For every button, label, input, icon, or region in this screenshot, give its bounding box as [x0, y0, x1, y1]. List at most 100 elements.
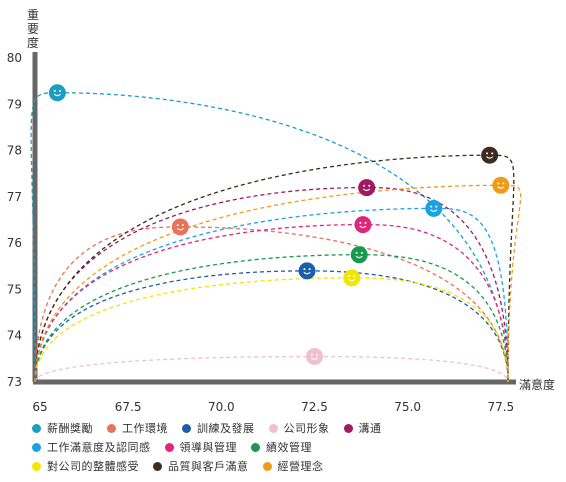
smiley-mouth-icon	[310, 357, 319, 360]
smiley-mouth-icon	[363, 188, 371, 192]
y-tick-label: 73	[7, 375, 22, 389]
legend-label: 工作滿意度及認同感	[47, 441, 151, 454]
point-marker	[481, 146, 499, 164]
x-tick-label: 65	[32, 400, 47, 414]
data-point[interactable]	[492, 176, 510, 194]
y-tick-label: 76	[7, 236, 22, 250]
smiley-mouth-icon	[486, 156, 494, 159]
smiley-mouth-icon	[430, 209, 438, 212]
y-tick-label: 77	[7, 190, 22, 204]
legend-item[interactable]: 工作環境	[107, 420, 168, 436]
smiley-eye-icon	[360, 251, 363, 254]
legend-dot-icon	[32, 461, 41, 471]
legend-label: 績效管理	[266, 441, 312, 454]
curve-line	[34, 226, 509, 383]
smiley-eye-icon	[181, 224, 184, 227]
data-point[interactable]	[305, 348, 323, 366]
point-marker	[358, 179, 376, 197]
point-marker	[171, 218, 189, 236]
axis-labels: 73 74 75 76 77 78 79 80 65 67.5 70.0 72.5 75.0 77.5 重要…	[7, 8, 555, 414]
data-point[interactable]	[358, 179, 376, 197]
legend-item[interactable]: 公司形象	[268, 420, 330, 436]
point-marker	[343, 269, 361, 287]
legend-row: 工作滿意度及認同感 領導與管理 績效管理	[32, 439, 326, 455]
legend-dot-icon	[182, 423, 191, 433]
point-marker	[305, 348, 323, 366]
y-tick-label: 80	[7, 51, 22, 65]
smiley-eye-icon	[491, 152, 494, 155]
legend-label: 公司形象	[283, 422, 330, 435]
smiley-eye-icon	[308, 268, 311, 271]
smiley-eye-icon	[364, 221, 367, 224]
curve-line	[34, 154, 515, 383]
legend-item[interactable]: 品質與客戶滿意	[153, 458, 249, 474]
smiley-eye-icon	[497, 182, 500, 185]
legend-item[interactable]: 溝通	[343, 420, 382, 436]
curve-line	[34, 355, 509, 383]
curve-line	[34, 207, 509, 383]
point-marker	[298, 262, 316, 280]
smiley-eye-icon	[176, 224, 179, 227]
point-marker	[492, 176, 510, 194]
smiley-eye-icon	[303, 268, 306, 271]
smiley-eye-icon	[310, 353, 313, 356]
x-tick-label: 75.0	[394, 400, 421, 414]
legend-item[interactable]: 對公司的整體感受	[32, 458, 139, 474]
smiley-mouth-icon	[303, 271, 311, 275]
smiley-mouth-icon	[53, 93, 61, 97]
smiley-mouth-icon	[359, 225, 367, 229]
curve-line	[30, 92, 509, 383]
curve-line	[34, 254, 509, 383]
legend-dot-icon	[32, 442, 41, 452]
smiley-eye-icon	[502, 182, 505, 185]
y-tick-label: 79	[7, 97, 22, 111]
curve-line	[34, 270, 509, 383]
smiley-eye-icon	[58, 89, 61, 92]
legend-label: 經營理念	[277, 460, 324, 473]
smiley-eye-icon	[353, 275, 356, 278]
x-axis-title: 滿意度	[519, 377, 555, 392]
curve-line	[34, 184, 522, 383]
smiley-mouth-icon	[176, 227, 184, 231]
curve-line	[34, 277, 509, 383]
data-point[interactable]	[343, 269, 361, 287]
legend-label: 工作環境	[122, 422, 168, 435]
legend-label: 薪酬獎勵	[47, 422, 93, 435]
legend-item[interactable]: 領導與管理	[164, 439, 238, 455]
smiley-eye-icon	[363, 184, 366, 187]
smiley-eye-icon	[53, 89, 56, 92]
legend-dot-icon	[32, 423, 41, 433]
axes	[32, 52, 516, 385]
legend-dot-icon	[107, 423, 116, 433]
smiley-mouth-icon	[348, 278, 356, 282]
data-point[interactable]	[425, 199, 443, 217]
legend-label: 品質與客戶滿意	[168, 460, 249, 473]
legend-row: 薪酬獎勵 工作環境 訓練及發展 公司形象 溝通	[32, 420, 396, 436]
data-point[interactable]	[354, 216, 372, 234]
point-marker	[48, 84, 66, 102]
smiley-eye-icon	[430, 205, 433, 208]
data-point[interactable]	[350, 246, 368, 264]
smiley-eye-icon	[359, 221, 362, 224]
data-point[interactable]	[298, 262, 316, 280]
legend-dot-icon	[251, 442, 260, 452]
legend-dot-icon	[164, 442, 174, 452]
legend-item[interactable]: 績效管理	[251, 439, 312, 455]
x-tick-label: 67.5	[115, 400, 142, 414]
x-tick-label: 72.5	[301, 400, 328, 414]
smiley-eye-icon	[486, 152, 489, 155]
y-tick-label: 78	[7, 144, 22, 158]
point-marker	[354, 216, 372, 234]
legend-item[interactable]: 經營理念	[262, 458, 324, 474]
scatter-chart: 73 74 75 76 77 78 79 80 65 67.5 70.0 72.5 75.0 77.5 重要…	[7, 8, 555, 414]
legend-dot-icon	[153, 461, 162, 471]
smiley-mouth-icon	[355, 255, 363, 259]
legend-item[interactable]: 薪酬獎勵	[32, 420, 93, 436]
data-point[interactable]	[481, 146, 499, 164]
legend-item[interactable]: 訓練及發展	[182, 420, 255, 436]
data-point[interactable]	[48, 84, 66, 102]
data-point[interactable]	[171, 218, 189, 236]
legend-item[interactable]: 工作滿意度及認同感	[32, 439, 151, 455]
x-tick-label: 70.0	[208, 400, 235, 414]
curve-line	[34, 223, 509, 383]
